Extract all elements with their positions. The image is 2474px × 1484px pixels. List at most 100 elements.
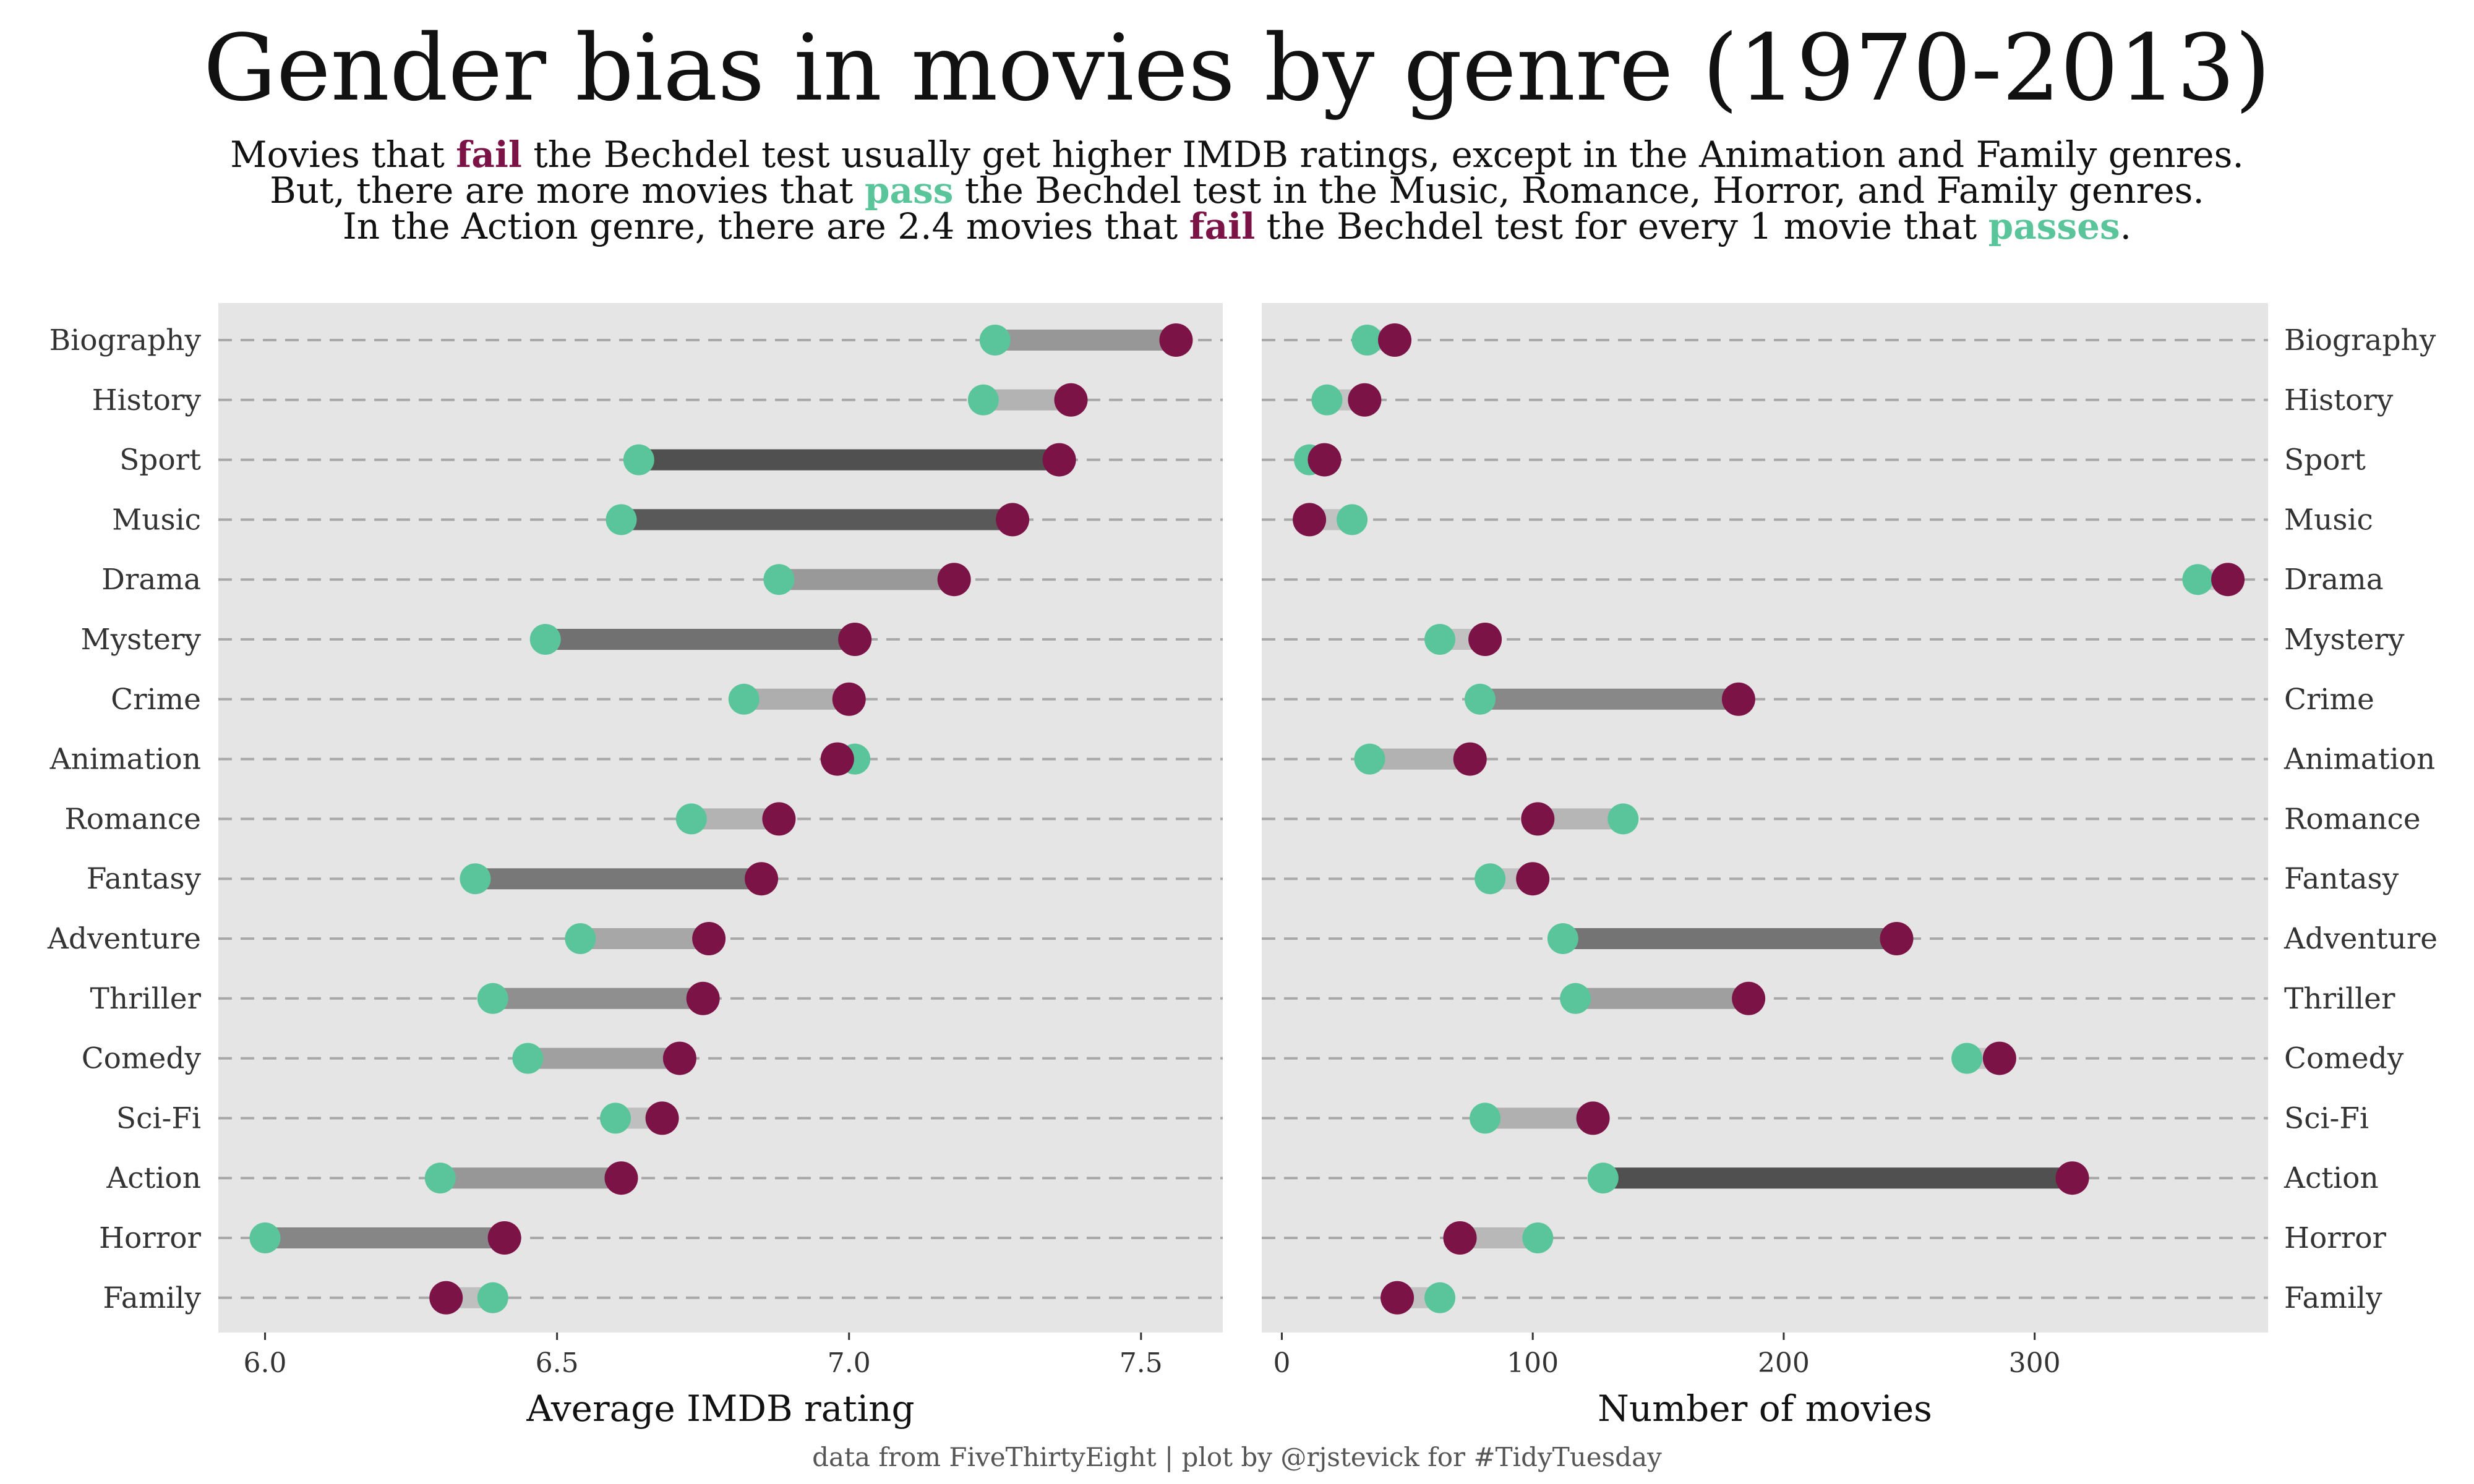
genre-label-mystery: Mystery	[80, 623, 201, 657]
point-fail-comedy	[662, 1041, 696, 1075]
genre-label-romance: Romance	[64, 802, 201, 836]
point-fail-biography	[1159, 323, 1193, 357]
subtitle-line-1: Movies that fail the Bechdel test usuall…	[0, 135, 2474, 174]
point-fail-action	[2055, 1161, 2089, 1195]
point-pass-fantasy	[460, 863, 491, 895]
point-fail-biography	[1378, 323, 1412, 357]
point-fail-fantasy	[1516, 862, 1550, 896]
point-pass-sport	[623, 444, 654, 475]
point-pass-action	[1587, 1162, 1619, 1194]
point-pass-mystery	[529, 624, 561, 655]
point-pass-drama	[2182, 564, 2214, 595]
genre-label-sport: Sport	[119, 443, 201, 477]
genre-label-romance: Romance	[2284, 802, 2421, 836]
genre-label-adventure: Adventure	[2284, 922, 2438, 956]
genre-label-music: Music	[112, 503, 201, 537]
point-pass-adventure	[1547, 923, 1578, 954]
point-fail-mystery	[1468, 623, 1502, 656]
chart-title: Gender bias in movies by genre (1970-201…	[203, 15, 2271, 121]
point-fail-fantasy	[745, 862, 779, 896]
point-fail-drama	[937, 563, 971, 597]
fail-highlight: fail	[1189, 205, 1256, 247]
point-pass-biography	[979, 325, 1011, 356]
point-pass-crime	[1464, 683, 1496, 715]
genre-label-horror: Horror	[2284, 1221, 2387, 1255]
pass-highlight: passes	[1988, 205, 2120, 247]
caption: data from FiveThirtyEight | plot by @rjs…	[812, 1442, 1662, 1472]
point-fail-animation	[1453, 742, 1487, 776]
point-fail-sci-fi	[1576, 1101, 1610, 1135]
point-fail-thriller	[1732, 981, 1766, 1015]
point-fail-adventure	[1880, 922, 1914, 955]
subtitle-text: But, there are more movies that	[270, 169, 865, 211]
x-tick-label: 7.0	[828, 1347, 871, 1379]
genre-label-history: History	[92, 383, 202, 417]
point-fail-drama	[2211, 563, 2245, 597]
point-pass-horror	[1522, 1222, 1554, 1253]
x-tick-label: 7.5	[1119, 1347, 1163, 1379]
subtitle-text: In the Action genre, there are 2.4 movie…	[342, 205, 1189, 247]
genre-label-adventure: Adventure	[47, 922, 201, 956]
genre-label-drama: Drama	[101, 563, 201, 597]
point-fail-sport	[1308, 443, 1342, 477]
genre-label-horror: Horror	[99, 1221, 202, 1255]
point-fail-adventure	[692, 922, 726, 955]
point-fail-mystery	[838, 623, 872, 656]
subtitle-line-2: But, there are more movies that pass the…	[0, 171, 2474, 210]
genre-label-sci-fi: Sci-Fi	[2284, 1101, 2369, 1135]
point-pass-action	[424, 1162, 456, 1194]
genre-label-sci-fi: Sci-Fi	[116, 1101, 201, 1135]
point-fail-romance	[762, 802, 796, 836]
genre-label-thriller: Thriller	[90, 982, 202, 1016]
genre-label-crime: Crime	[111, 683, 201, 717]
subtitle-text: the Bechdel test for every 1 movie that	[1255, 205, 1988, 247]
point-fail-animation	[820, 742, 854, 776]
genre-label-drama: Drama	[2284, 563, 2384, 597]
point-pass-history	[1311, 384, 1343, 416]
point-fail-horror	[1443, 1221, 1477, 1255]
pass-highlight: pass	[864, 169, 954, 211]
point-pass-horror	[249, 1222, 281, 1253]
point-pass-comedy	[1951, 1043, 1983, 1074]
genre-label-biography: Biography	[49, 323, 202, 357]
point-pass-comedy	[512, 1043, 544, 1074]
genre-label-music: Music	[2284, 503, 2373, 537]
point-fail-crime	[832, 682, 866, 716]
genre-label-crime: Crime	[2284, 683, 2374, 717]
point-pass-music	[1337, 504, 1368, 535]
point-pass-animation	[1354, 743, 1385, 775]
subtitle-text: Movies that	[230, 134, 456, 176]
genre-label-fantasy: Fantasy	[87, 862, 202, 896]
x-tick-label: 0	[1273, 1347, 1290, 1379]
point-pass-thriller	[477, 983, 508, 1014]
x-tick-label: 100	[1507, 1347, 1559, 1379]
point-fail-romance	[1521, 802, 1555, 836]
point-fail-family	[1380, 1281, 1415, 1315]
point-pass-family	[477, 1282, 508, 1313]
genre-label-fantasy: Fantasy	[2284, 862, 2399, 896]
genre-label-mystery: Mystery	[2284, 623, 2405, 657]
x-axis-title: Average IMDB rating	[526, 1388, 914, 1430]
point-pass-drama	[763, 564, 795, 595]
point-pass-fantasy	[1475, 863, 1506, 895]
point-fail-comedy	[1982, 1041, 2016, 1075]
genre-label-family: Family	[103, 1281, 201, 1315]
point-fail-music	[996, 503, 1030, 537]
point-pass-crime	[728, 683, 760, 715]
subtitle-text: the Bechdel test usually get higher IMDB…	[521, 134, 2244, 176]
genre-label-comedy: Comedy	[2284, 1042, 2404, 1076]
point-pass-sci-fi	[600, 1102, 631, 1134]
x-tick-label: 200	[1758, 1347, 1810, 1379]
genre-label-family: Family	[2284, 1281, 2382, 1315]
genre-label-animation: Animation	[49, 743, 201, 777]
genre-label-action: Action	[2284, 1161, 2379, 1195]
point-fail-music	[1293, 503, 1327, 537]
genre-label-biography: Biography	[2284, 323, 2436, 357]
point-fail-action	[604, 1161, 638, 1195]
point-fail-sci-fi	[645, 1101, 679, 1135]
point-pass-adventure	[565, 923, 596, 954]
genre-label-sport: Sport	[2284, 443, 2366, 477]
point-fail-crime	[1721, 682, 1755, 716]
subtitle-line-3: In the Action genre, there are 2.4 movie…	[0, 207, 2474, 246]
